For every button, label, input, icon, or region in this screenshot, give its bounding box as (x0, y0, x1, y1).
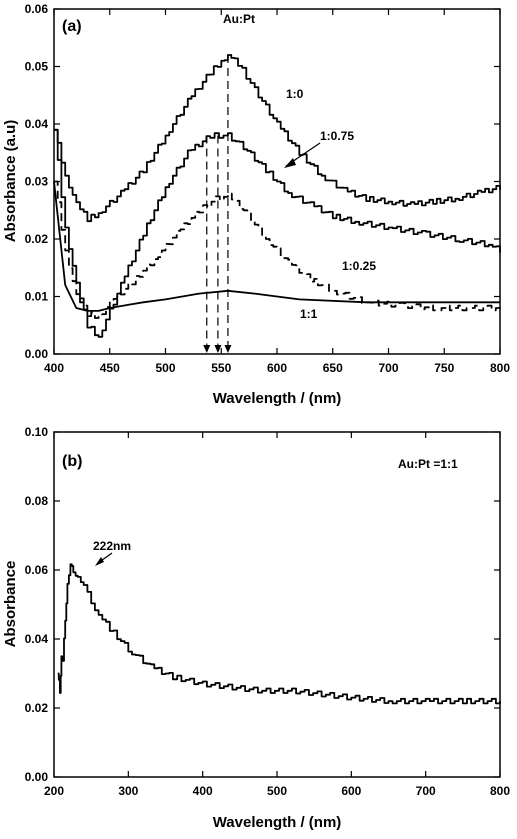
legend-title-a: Au:Pt (223, 12, 255, 26)
y-tick-label: 0.02 (25, 701, 49, 715)
peak-marker-arrowhead (224, 345, 232, 353)
x-tick-label: 700 (378, 361, 398, 375)
y-tick-label: 0.03 (25, 175, 49, 189)
x-tick-label: 300 (118, 784, 138, 798)
x-axis-title-b: Wavelength / (nm) (213, 814, 342, 831)
series-line-1-0-25 (54, 180, 501, 319)
x-tick-label: 450 (100, 361, 120, 375)
x-tick-label: 600 (341, 784, 361, 798)
y-tick-label: 0.00 (25, 770, 49, 784)
peak-marker-arrowhead (203, 345, 211, 353)
x-tick-label: 650 (323, 361, 343, 375)
series-label-1-1: 1:1 (300, 307, 318, 321)
x-tick-label: 400 (44, 361, 64, 375)
series-label-1-025: 1:0.25 (342, 259, 376, 273)
series-a (53, 54, 501, 338)
y-tick-label: 0.08 (25, 494, 49, 508)
x-tick-label: 600 (267, 361, 287, 375)
panel-label-a: (a) (62, 18, 82, 35)
ticks-b: 200 300 400 500 600 700 800 0.00 0.02 0.04 0.06 0.0… (25, 425, 511, 798)
x-tick-label: 750 (434, 361, 454, 375)
peak-label-b: 222nm (93, 539, 131, 553)
legend-title-b: Au:Pt =1:1 (398, 457, 458, 471)
y-tick-label: 0.00 (25, 347, 49, 361)
series-label-1-0: 1:0 (286, 87, 304, 101)
x-tick-label: 550 (211, 361, 231, 375)
x-tick-label: 200 (44, 784, 64, 798)
x-tick-label: 800 (490, 784, 510, 798)
x-axis-title-a: Wavelength / (nm) (213, 390, 342, 407)
x-tick-label: 500 (267, 784, 287, 798)
x-tick-label: 700 (416, 784, 436, 798)
peak-markers-a (203, 55, 232, 353)
panel-b: (b) Au:Pt =1:1 Wavelength / (nm) Absorba… (2, 425, 510, 831)
ticks-a: 400 450 500 550 600 650 700 750 800 0.00 0.01 0.02 0… (25, 2, 511, 375)
peak-marker-arrowhead (214, 345, 222, 353)
peak-arrowhead-b (95, 557, 104, 566)
panel-a: (a) Au:Pt Wavelength / (nm) Absorbance (… (2, 2, 510, 407)
y-tick-label: 0.05 (25, 60, 49, 74)
x-tick-label: 800 (490, 361, 510, 375)
series-b (57, 563, 501, 705)
x-tick-label: 500 (155, 361, 175, 375)
series-line-1-0 (54, 54, 501, 223)
y-tick-label: 0.04 (25, 632, 49, 646)
x-tick-label: 400 (193, 784, 213, 798)
y-axis-title-b: Absorbance (2, 561, 19, 648)
y-tick-label: 0.10 (25, 425, 49, 439)
y-tick-label: 0.01 (25, 290, 49, 304)
plot-frame-b (53, 431, 501, 778)
series-line-1-0-75 (54, 128, 501, 338)
series-label-1-075: 1:0.75 (320, 129, 354, 143)
y-axis-title-a: Absorbance (a.u) (2, 120, 19, 243)
panel-label-b: (b) (62, 453, 82, 470)
annotation-arrowhead-1-075 (284, 158, 296, 168)
series-line-main (57, 563, 501, 705)
y-tick-label: 0.06 (25, 563, 49, 577)
y-tick-label: 0.04 (25, 117, 49, 131)
y-tick-label: 0.02 (25, 232, 49, 246)
y-tick-label: 0.06 (25, 2, 49, 16)
series-line-1-1 (53, 181, 500, 312)
